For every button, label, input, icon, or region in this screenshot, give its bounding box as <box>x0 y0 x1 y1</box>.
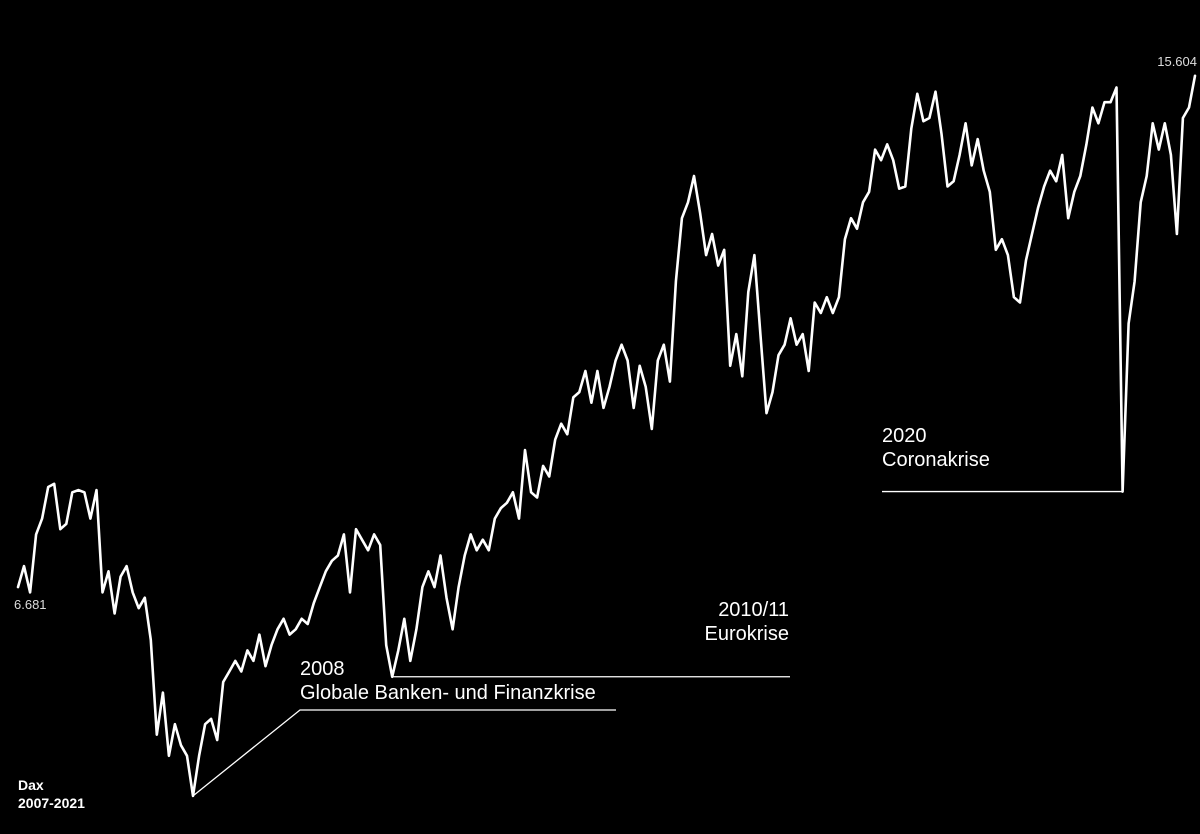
annotation-title: 2008 <box>300 658 345 680</box>
value-label: 6.681 <box>14 597 47 612</box>
chart-title: Dax <box>18 777 44 793</box>
annotation-title: 2020 <box>882 425 927 447</box>
chart-subtitle: 2007-2021 <box>18 795 85 811</box>
annotation-text: Coronakrise <box>882 449 990 471</box>
annotation-title: 2010/11 <box>718 599 789 621</box>
annotation-text: Eurokrise <box>705 623 789 645</box>
price-line <box>16 74 1197 798</box>
annotation-text: Globale Banken- und Finanzkrise <box>300 682 596 704</box>
leader-line <box>192 709 616 797</box>
value-label: 15.604 <box>1157 54 1197 69</box>
